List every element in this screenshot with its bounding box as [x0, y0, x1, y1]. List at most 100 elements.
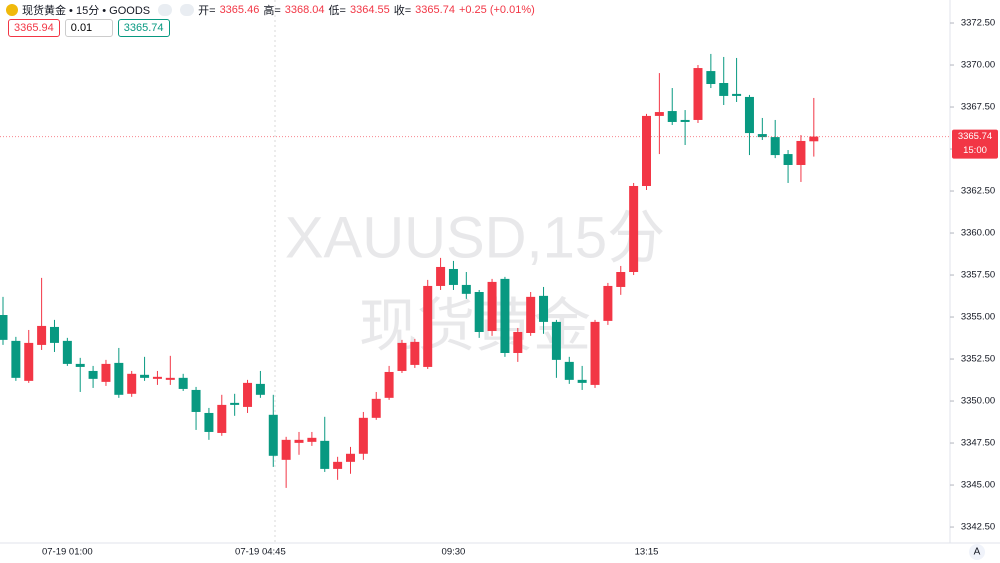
open-value: 3365.46	[219, 4, 260, 16]
toggle[interactable]	[158, 4, 173, 16]
candle-body	[448, 268, 458, 285]
bid[interactable]: 3365.94	[8, 19, 60, 37]
close-value: 3365.74	[415, 4, 455, 16]
candle-body	[719, 82, 729, 96]
candle-body	[744, 96, 754, 134]
candle-body	[307, 437, 317, 442]
candle-body	[436, 266, 446, 286]
candle-body	[770, 137, 780, 156]
x-tick-label: 13:15	[635, 547, 659, 558]
candle-body	[255, 383, 265, 395]
price-tag-value: 3365.74	[958, 131, 992, 142]
candle-body	[49, 326, 59, 343]
candle-body	[294, 439, 304, 443]
ask[interactable]: 3365.74	[117, 19, 170, 37]
change: +0.25 (+0.01%)	[458, 4, 535, 16]
price-tag	[952, 129, 998, 159]
candle-body	[101, 363, 111, 382]
candle-body	[140, 374, 150, 378]
candle-body	[423, 285, 433, 367]
candle-body	[461, 284, 471, 294]
candle-body	[551, 321, 561, 360]
y-tick-label: 3355.00	[961, 312, 995, 323]
candle-body	[243, 382, 253, 407]
candle-body	[616, 272, 626, 287]
symbol-icon	[6, 4, 18, 16]
y-tick-label: 3347.50	[961, 438, 995, 449]
toggle[interactable]	[180, 4, 195, 16]
y-tick-label: 3372.50	[961, 18, 995, 29]
candle-body	[333, 461, 343, 469]
trade-bar: 3365.94 0.01 3365.74	[8, 19, 170, 37]
candle-body	[796, 140, 806, 165]
candle-body	[204, 412, 214, 432]
candle-body	[539, 295, 549, 322]
candle-body	[230, 402, 240, 405]
candle-body	[345, 453, 355, 462]
candle-body	[487, 281, 497, 331]
candle-body	[75, 363, 85, 367]
candle-body	[577, 379, 587, 383]
candle-body	[191, 389, 201, 412]
candle-body	[500, 278, 510, 353]
candle-body	[654, 112, 664, 116]
candle-body	[24, 342, 34, 381]
candle-body	[88, 370, 98, 379]
candle-body	[62, 340, 72, 364]
candle-body	[358, 417, 368, 454]
candle-body	[590, 321, 600, 385]
y-tick-label: 3367.50	[961, 102, 995, 113]
candle-body	[217, 404, 227, 433]
low-value: 3364.55	[349, 4, 390, 16]
candle-body	[268, 414, 278, 456]
candle-body	[397, 342, 407, 371]
candle-body	[410, 341, 420, 365]
candle-body	[732, 93, 742, 96]
auto-button-label: A	[974, 547, 981, 558]
y-tick-label: 3342.50	[961, 522, 995, 533]
candle-body	[165, 377, 175, 380]
auto-button[interactable]	[969, 544, 985, 560]
x-tick-label: 07-19 04:45	[235, 547, 286, 558]
candle-body	[783, 154, 793, 165]
spread: 0.01	[64, 19, 113, 37]
low-label: 低=	[328, 5, 346, 17]
candle-body	[706, 71, 716, 85]
candle-body	[642, 115, 651, 186]
candle-body	[320, 440, 330, 469]
candle-body	[0, 315, 8, 340]
candle-body	[37, 325, 47, 345]
candle-body	[281, 439, 291, 460]
close-label: 收=	[393, 5, 412, 17]
candle-body	[114, 362, 124, 395]
symbol-title[interactable]: 现货黄金 • 15分 • GOODS	[22, 5, 151, 17]
candle-body	[371, 398, 381, 418]
y-tick-label: 3345.00	[961, 480, 995, 491]
y-tick-label: 3357.50	[961, 270, 995, 281]
y-tick-label: 3370.00	[961, 60, 995, 71]
candle-body	[629, 185, 639, 273]
candle-body	[127, 373, 137, 394]
candle-body	[757, 134, 767, 138]
x-tick-label: 07-19 01:00	[42, 547, 93, 558]
y-tick-label: 3350.00	[961, 396, 995, 407]
candle-body	[152, 376, 162, 379]
open-label: 开=	[198, 5, 216, 17]
candle-body	[11, 340, 21, 378]
candle-body	[693, 68, 703, 120]
candle-body	[513, 331, 523, 353]
high-label: 高=	[263, 5, 281, 17]
candle-body	[809, 136, 819, 142]
candle-body	[384, 371, 394, 398]
y-tick-label: 3360.00	[961, 228, 995, 239]
y-tick-label: 3352.50	[961, 354, 995, 365]
candle-body	[526, 296, 536, 333]
header: 现货黄金 • 15分 • GOODS 开= 3365.46 高= 3368.04 低…	[6, 2, 535, 18]
candle-body	[603, 285, 613, 321]
price-tag-countdown: 15:00	[963, 145, 987, 156]
candle-body	[474, 291, 484, 332]
candle-body	[667, 111, 677, 122]
candle-body	[680, 119, 690, 122]
